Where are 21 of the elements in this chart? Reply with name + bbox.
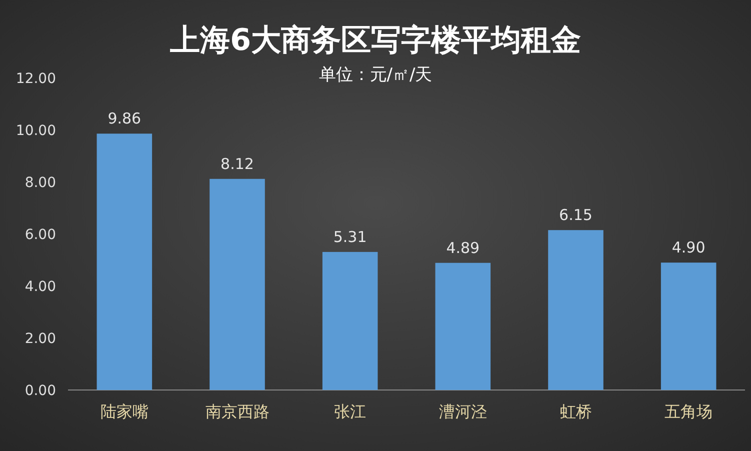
x-tick-label: 漕河泾 — [438, 402, 487, 421]
data-label: 9.86 — [108, 110, 142, 128]
x-tick-label: 陆家嘴 — [100, 402, 148, 421]
x-tick-label: 南京西路 — [205, 402, 270, 421]
data-label: 6.15 — [559, 206, 592, 224]
y-tick-label: 12.00 — [16, 71, 56, 87]
y-tick-label: 6.00 — [24, 227, 56, 243]
chart-subtitle: 单位：元/㎡/天 — [318, 65, 432, 85]
y-tick-label: 10.00 — [16, 123, 56, 139]
x-tick-label: 五角场 — [664, 402, 713, 421]
y-tick-label: 4.00 — [24, 279, 56, 295]
x-tick-label: 虹桥 — [560, 402, 592, 421]
data-label: 4.90 — [672, 238, 706, 257]
y-tick-label: 2.00 — [24, 331, 56, 347]
data-label: 8.12 — [220, 154, 254, 173]
y-tick-label: 8.00 — [24, 175, 56, 191]
data-label: 4.89 — [446, 238, 480, 257]
chart-title: 上海6大商务区写字楼平均租金 — [169, 23, 581, 58]
data-label: 5.31 — [333, 228, 367, 246]
y-tick-label: 0.00 — [24, 383, 56, 399]
x-tick-label: 张江 — [334, 402, 366, 421]
